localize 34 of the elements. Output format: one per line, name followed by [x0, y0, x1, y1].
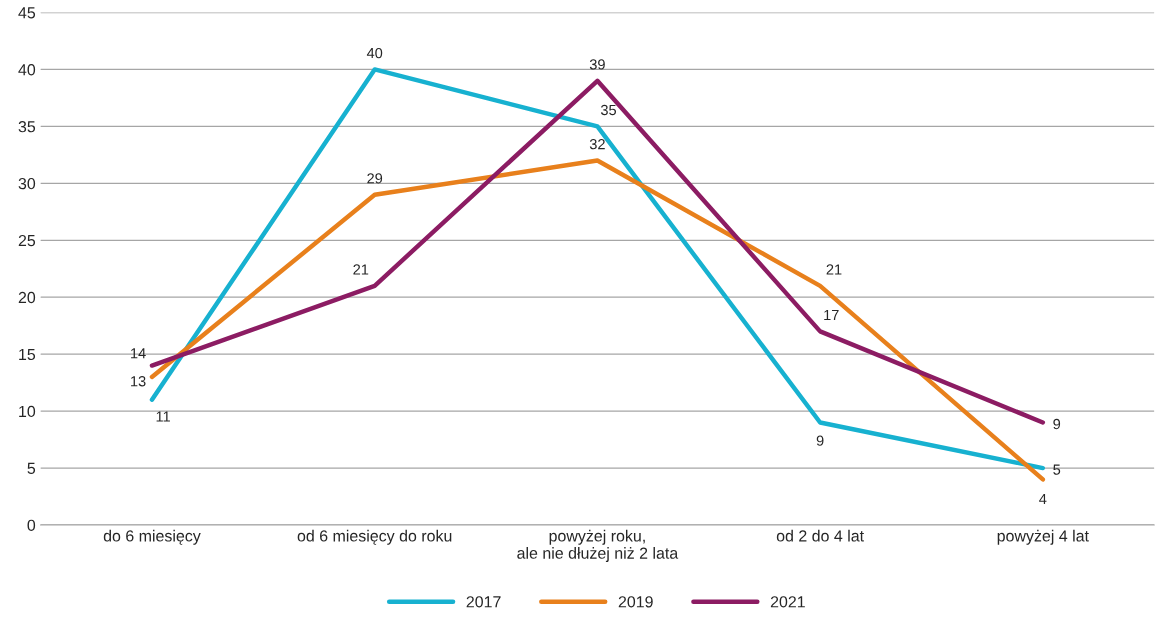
data-label: 29 [367, 173, 383, 184]
line-series [149, 158, 1046, 482]
x-tick-label: od 6 miesięcy do roku [297, 529, 452, 545]
y-tick-label: 45 [18, 7, 36, 19]
y-tick-label: 20 [18, 291, 36, 304]
data-label: 39 [589, 59, 605, 70]
data-label: 14 [131, 348, 146, 359]
y-tick-label: 40 [18, 64, 36, 76]
data-label: 5 [1053, 464, 1061, 475]
y-tick-label: 5 [27, 462, 36, 474]
data-label: 11 [156, 411, 170, 422]
y-tick-label: 15 [19, 348, 36, 361]
data-label: 40 [366, 47, 383, 59]
legend-label: 2017 [466, 596, 501, 608]
data-label: 21 [826, 264, 842, 275]
data-label: 4 [1039, 494, 1047, 505]
data-label: 21 [353, 264, 369, 275]
x-tick-label: od 2 do 4 lat [776, 529, 864, 542]
y-tick-label: 10 [19, 405, 36, 418]
x-tick-label: powyżej roku, ale nie dłużej niż 2 lata [517, 529, 679, 562]
data-label: 9 [1053, 418, 1061, 430]
data-label: 17 [824, 310, 839, 321]
legend-label: 2021 [770, 596, 805, 608]
data-label: 35 [600, 104, 617, 116]
data-label: 32 [589, 139, 605, 150]
data-label: 13 [131, 376, 146, 387]
y-tick-label: 0 [27, 519, 36, 531]
x-tick-label: powyżej 4 lat [997, 529, 1089, 545]
x-tick-label: do 6 miesięcy [103, 529, 201, 545]
data-label: 9 [816, 435, 824, 446]
legend-label: 2019 [618, 596, 653, 608]
y-tick-label: 35 [18, 121, 36, 133]
y-tick-label: 25 [18, 234, 36, 247]
y-tick-label: 30 [18, 177, 36, 190]
